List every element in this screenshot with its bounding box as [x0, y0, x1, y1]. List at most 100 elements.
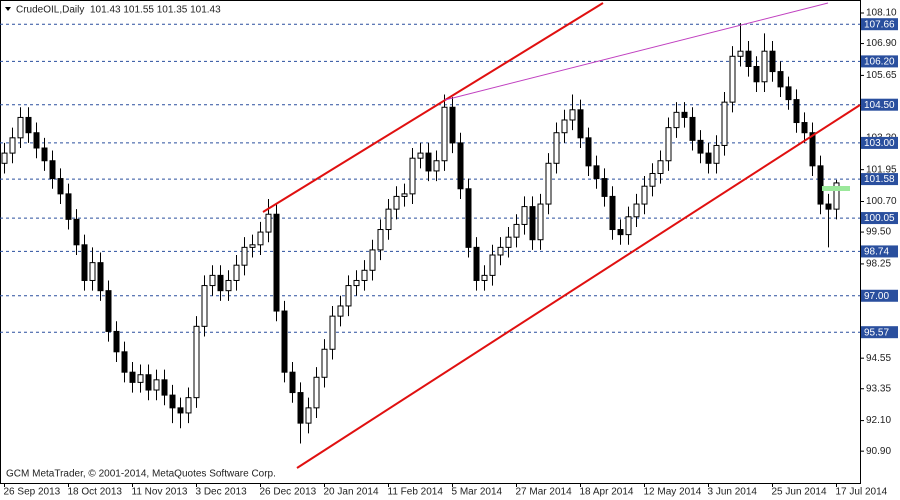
- candle-body: [729, 55, 736, 103]
- candle-body: [681, 111, 688, 118]
- candle-body: [329, 315, 336, 350]
- candle-body: [265, 213, 272, 233]
- level-label: 103.00: [864, 138, 895, 149]
- level-box: [861, 173, 898, 186]
- y-tick-label: 93.35: [866, 383, 891, 394]
- candle-body: [753, 65, 760, 83]
- candle-body: [305, 407, 312, 424]
- x-tick-label: 11 Nov 2013: [132, 487, 188, 498]
- candle-body: [201, 285, 208, 327]
- ask-marker: [822, 186, 850, 191]
- candle-body: [553, 132, 560, 164]
- candle-body: [641, 185, 648, 205]
- candle-body: [601, 178, 608, 197]
- level-tag: 103.00: [861, 136, 898, 149]
- candle-body: [337, 305, 344, 317]
- level-tag: 101.58: [861, 173, 898, 185]
- candle-body: [97, 262, 104, 292]
- candle-body: [153, 379, 160, 391]
- candle-body: [809, 132, 816, 167]
- candle-body: [401, 193, 408, 197]
- candle-body: [225, 279, 232, 292]
- y-tick-label: 100.70: [866, 196, 897, 207]
- candle-body: [801, 122, 808, 134]
- candle-body: [217, 274, 224, 292]
- y-tick-label: 101.95: [866, 164, 897, 175]
- candle-body: [129, 371, 136, 383]
- candle-body: [193, 325, 200, 399]
- candle-body: [545, 162, 552, 205]
- candle-body: [713, 144, 720, 164]
- candle-body: [297, 392, 304, 424]
- x-tick-label: 18 Oct 2013: [68, 487, 123, 498]
- candle-body: [449, 106, 456, 144]
- level-label: 106.20: [864, 57, 895, 68]
- candle-body: [649, 172, 656, 187]
- candle-body: [521, 206, 528, 225]
- candle-body: [281, 310, 288, 373]
- x-tick-label: 3 Jun 2014: [708, 487, 758, 498]
- candle-body: [65, 193, 72, 220]
- candle-body: [425, 152, 432, 172]
- x-tick-label: 11 Feb 2014: [388, 487, 444, 498]
- level-label: 97.00: [864, 291, 889, 302]
- y-tick-label: 90.90: [866, 446, 891, 457]
- plot-frame: [0, 0, 861, 484]
- candle-body: [49, 160, 56, 180]
- level-box: [861, 245, 898, 258]
- candle-body: [745, 50, 752, 67]
- y-tick-label: 106.90: [866, 38, 897, 49]
- candle-body: [593, 165, 600, 180]
- x-tick-label: 26 Sep 2013: [4, 487, 61, 498]
- candle-body: [785, 86, 792, 101]
- candle-body: [689, 116, 696, 141]
- candle-body: [289, 371, 296, 394]
- candle-body: [721, 101, 728, 146]
- candle-body: [9, 137, 16, 154]
- candle-body: [833, 182, 840, 210]
- candle-body: [569, 109, 576, 121]
- x-tick-label: 5 Mar 2014: [452, 487, 503, 498]
- candle-body: [369, 249, 376, 271]
- candle-body: [489, 254, 496, 276]
- level-tag: 107.66: [861, 18, 898, 30]
- candle-body: [657, 160, 664, 174]
- candle-body: [57, 178, 64, 195]
- level-tag: 97.00: [861, 289, 898, 302]
- candle-body: [793, 99, 800, 124]
- candle-body: [81, 244, 88, 281]
- candle-body: [257, 231, 264, 246]
- candle-body: [41, 147, 48, 162]
- x-tick-label: 17 Jul 2014: [836, 487, 888, 498]
- candle-body: [665, 127, 672, 162]
- candle-body: [577, 109, 584, 139]
- x-tick-label: 18 Apr 2014: [580, 487, 634, 498]
- candle-body: [249, 244, 256, 248]
- candle-body: [89, 262, 96, 281]
- y-tick-label: 94.55: [866, 353, 891, 364]
- candle-body: [185, 397, 192, 414]
- level-label: 100.05: [864, 213, 895, 224]
- candle-body: [633, 203, 640, 218]
- level-tag: 95.57: [861, 326, 898, 338]
- candle-body: [321, 348, 328, 378]
- candle-body: [777, 71, 784, 88]
- candle-body: [481, 274, 488, 281]
- candle-body: [609, 195, 616, 231]
- menu-arrow: [5, 7, 11, 11]
- candle-body: [505, 236, 512, 248]
- candle-body: [17, 116, 24, 139]
- candle-body: [497, 246, 504, 256]
- candle-body: [313, 376, 320, 409]
- candle-body: [121, 351, 128, 373]
- candle-body: [241, 246, 248, 266]
- candle-body: [209, 274, 216, 287]
- level-box: [861, 326, 898, 339]
- y-tick-label: 98.25: [866, 259, 891, 270]
- candle-body: [465, 188, 472, 248]
- candle-body: [705, 152, 712, 164]
- copyright: GCM MetaTrader, © 2001-2014, MetaQuotes …: [6, 469, 276, 480]
- candle-body: [177, 407, 184, 414]
- level-box: [861, 212, 898, 225]
- candle-body: [673, 111, 680, 129]
